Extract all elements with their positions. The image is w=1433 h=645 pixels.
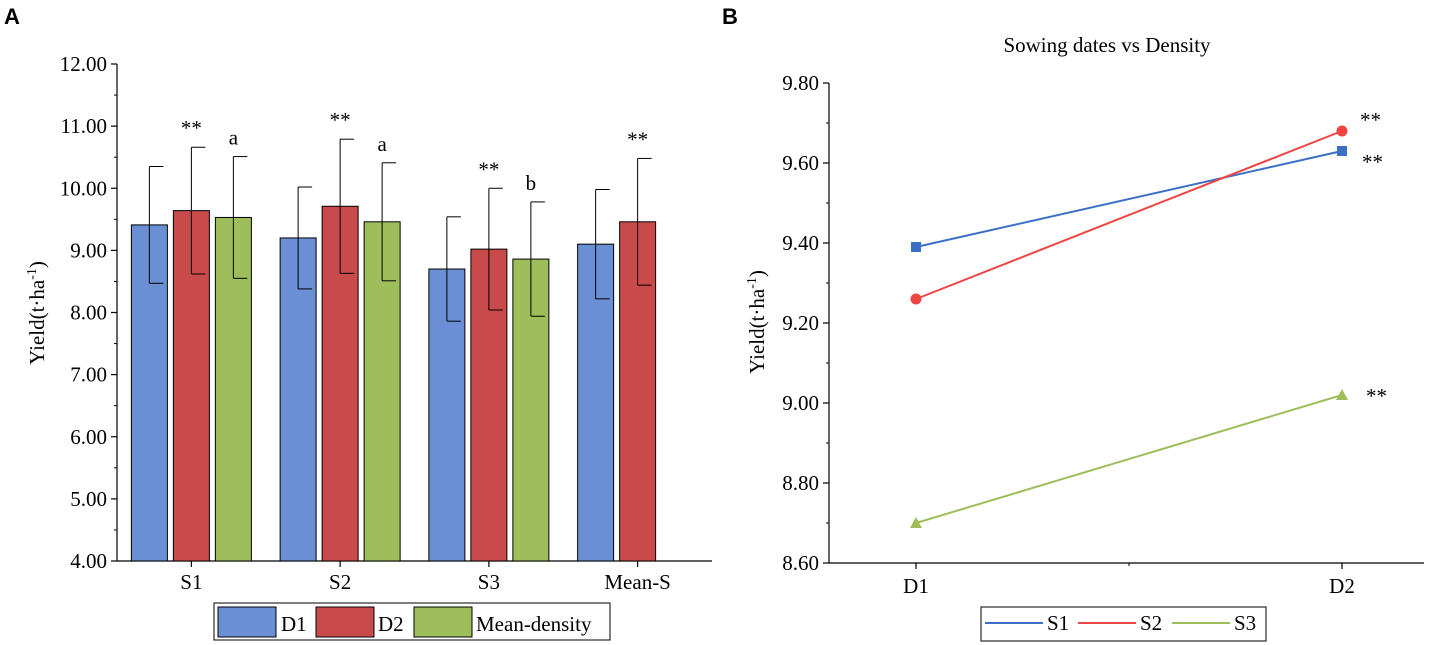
legend-swatch-mean-density bbox=[413, 606, 473, 638]
annotation-s3-d2: ** bbox=[478, 157, 499, 181]
y-tick-label-4-00: 4.00 bbox=[70, 549, 107, 573]
y-tick-label-9-80: 9.80 bbox=[782, 71, 819, 95]
series-line-s1 bbox=[915, 150, 1343, 248]
x-tick-labels: S1 S2 S3 Mean-S bbox=[180, 561, 671, 594]
y-tick-label-7-00: 7.00 bbox=[70, 363, 107, 387]
y-tick-label-9-00: 9.00 bbox=[782, 391, 819, 415]
annotation-s1-mean-density: a bbox=[229, 126, 239, 150]
y-tick-label-9-20: 9.20 bbox=[782, 311, 819, 335]
legend-label-mean-density: Mean-density bbox=[476, 612, 592, 636]
legend: S1 S2 S3 bbox=[980, 606, 1267, 642]
annotation-s2-d2: ** bbox=[330, 108, 351, 132]
legend-box bbox=[213, 602, 611, 641]
chart-title: Sowing dates vs Density bbox=[1003, 33, 1211, 57]
markers bbox=[910, 125, 1348, 528]
end-label-s3: ** bbox=[1366, 384, 1387, 408]
y-tick-label-8-60: 8.60 bbox=[782, 551, 819, 575]
y-axis-label-text: Yield(t·ha bbox=[25, 279, 49, 365]
legend: D1 D2 Mean-density bbox=[213, 602, 611, 641]
legend-swatch-d2 bbox=[315, 606, 375, 638]
y-tick-label-12-00: 12.00 bbox=[60, 52, 107, 76]
y-ticks: 8.60 8.80 9.00 9.20 9.40 9.60 9.80 bbox=[782, 71, 829, 575]
series-lines bbox=[915, 130, 1343, 524]
end-label-s1: ** bbox=[1362, 150, 1383, 174]
marker-s3-d1 bbox=[910, 517, 922, 528]
x-tick-label-s3: S3 bbox=[478, 570, 500, 594]
y-axis-label-sup: -1 bbox=[25, 268, 40, 280]
legend-label-s1: S1 bbox=[1047, 611, 1069, 635]
annotation-s3-mean-density: b bbox=[526, 171, 537, 195]
y-tick-label-11-00: 11.00 bbox=[61, 114, 107, 138]
annotation-s1-d2: ** bbox=[181, 116, 202, 140]
bars bbox=[130, 205, 657, 562]
end-label-s2: ** bbox=[1360, 108, 1381, 132]
y-axis-label: Yield(t·ha-1) bbox=[25, 261, 49, 365]
marker-s1-d1 bbox=[911, 242, 921, 252]
y-tick-label-5-00: 5.00 bbox=[70, 487, 107, 511]
y-tick-label-8-00: 8.00 bbox=[70, 301, 107, 325]
x-tick-label-mean-s: Mean-S bbox=[604, 570, 671, 594]
y-axis-label-sup: -1 bbox=[745, 277, 760, 289]
y-tick-label-9-40: 9.40 bbox=[782, 231, 819, 255]
error-bars bbox=[148, 138, 652, 322]
annotation-mean-s-d2: ** bbox=[627, 127, 648, 151]
bar-chart-panel-a: 4.005.006.007.008.009.0010.0011.0012.00 … bbox=[25, 52, 712, 641]
line-chart-panel-b: Sowing dates vs Density 8.60 8.80 9.00 9.20… bbox=[745, 33, 1424, 642]
legend-label-s2: S2 bbox=[1140, 611, 1162, 635]
panel-label-a: A bbox=[4, 4, 20, 29]
bar-s2-d1 bbox=[279, 237, 317, 562]
y-axis-label-text: Yield(t·ha bbox=[745, 288, 769, 374]
marker-s2-d1 bbox=[910, 293, 922, 305]
legend-label-d1: D1 bbox=[281, 612, 307, 636]
x-tick-label-d2: D2 bbox=[1329, 574, 1355, 598]
y-tick-label-9-00: 9.00 bbox=[70, 238, 107, 262]
series-line-s3 bbox=[915, 394, 1343, 524]
y-ticks: 4.00 5.00 6.00 7.00 8.00 9.00 10.00 11.00 12.00 bbox=[60, 52, 117, 573]
marker-s2-d2 bbox=[1336, 125, 1348, 137]
x-tick-label-s1: S1 bbox=[180, 570, 202, 594]
annotation-s2-mean-density: a bbox=[377, 132, 387, 156]
y-tick-label-9-60: 9.60 bbox=[782, 151, 819, 175]
legend-label-d2: D2 bbox=[378, 612, 404, 636]
y-axis-label-close: ) bbox=[25, 261, 49, 268]
legend-label-s3: S3 bbox=[1234, 611, 1256, 635]
panel-label-b: B bbox=[722, 4, 738, 29]
legend-swatch-d1 bbox=[217, 606, 277, 638]
series-line-s2 bbox=[915, 130, 1343, 300]
y-tick-label-6-00: 6.00 bbox=[70, 425, 107, 449]
x-tick-label-d1: D1 bbox=[903, 574, 929, 598]
y-tick-label-10-00: 10.00 bbox=[60, 176, 107, 200]
marker-s3-d2 bbox=[1336, 389, 1348, 400]
y-axis-label: Yield(t·ha-1) bbox=[745, 270, 769, 374]
annotations: ** a ** a ** b ** bbox=[181, 108, 648, 195]
x-ticks: D1 D2 bbox=[903, 563, 1355, 598]
x-tick-label-s2: S2 bbox=[329, 570, 351, 594]
y-tick-label-8-80: 8.80 bbox=[782, 471, 819, 495]
marker-s1-d2 bbox=[1337, 146, 1347, 156]
end-labels: ** ** ** bbox=[1360, 108, 1387, 408]
y-axis-label-close: ) bbox=[745, 270, 769, 277]
